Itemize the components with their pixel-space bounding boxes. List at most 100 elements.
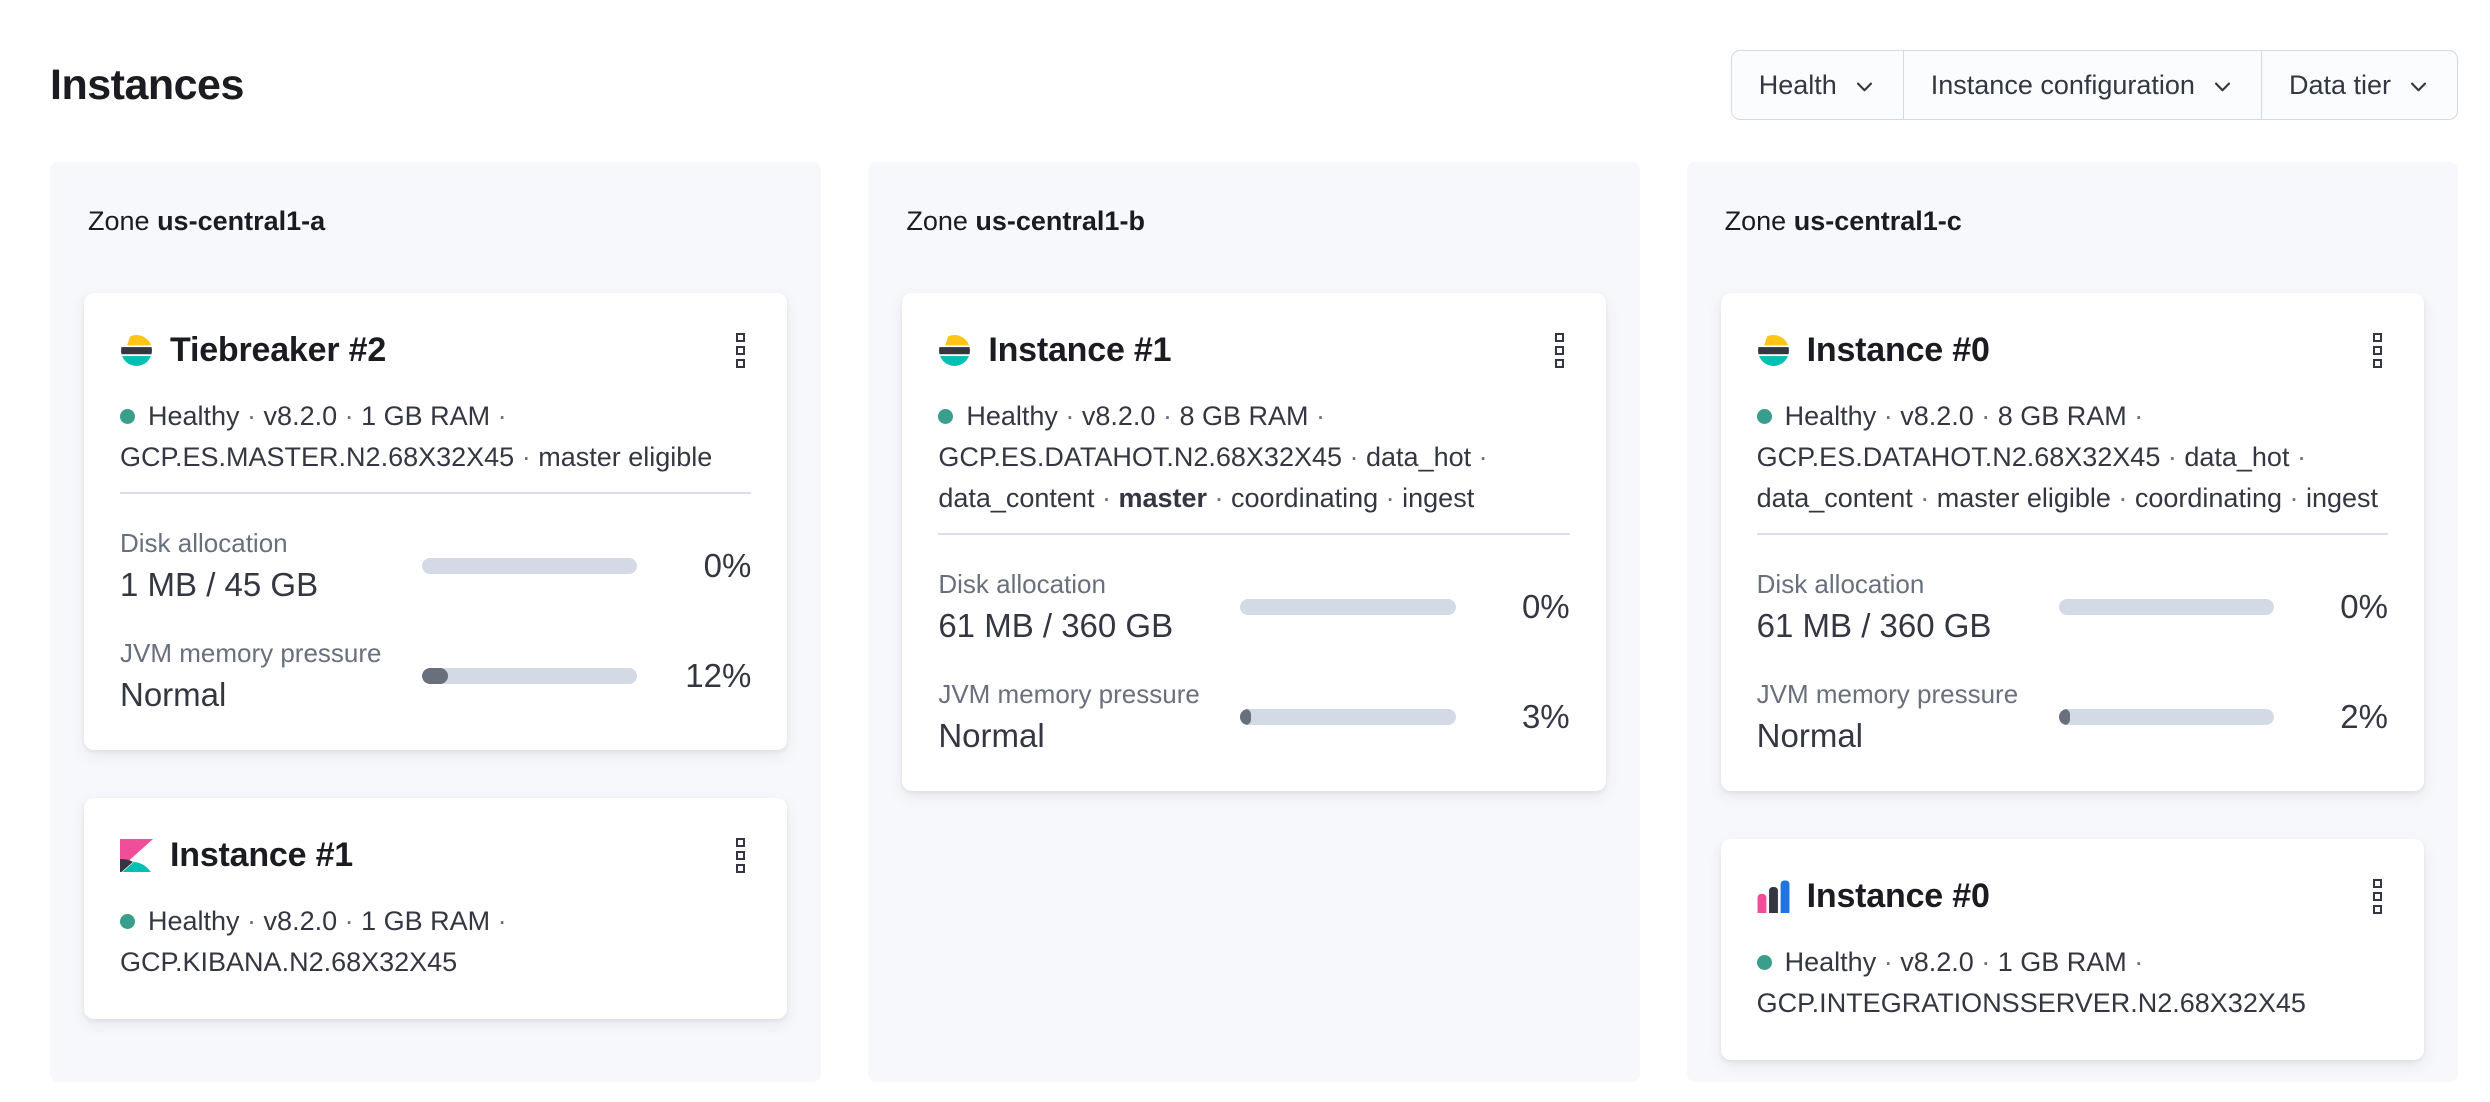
instance-meta-line: GCP.ES.DATAHOT.N2.68X32X45 · data_hot · <box>1757 437 2388 478</box>
zone-label: Zone <box>906 206 968 236</box>
instance-card: Instance #1 Healthy · v8.2.0 · 8 GB RAM … <box>902 293 1606 791</box>
filter-health-label: Health <box>1758 69 1837 100</box>
elasticsearch-logo-icon <box>121 335 152 366</box>
meta-separator: · <box>1207 483 1232 513</box>
metric-labels: Disk allocation 61 MB / 360 GB <box>1757 569 2043 645</box>
meta-separator: · <box>1308 401 1325 431</box>
metric-percent: 0% <box>2340 588 2388 625</box>
page-title: Instances <box>50 60 244 109</box>
zone-name: us-central1-a <box>157 206 326 236</box>
card-menu-button[interactable] <box>730 834 751 877</box>
meta-text: data_content <box>1756 483 1913 513</box>
instance-meta-line: data_content · master · coordinating · i… <box>938 478 1569 519</box>
meta-text: coordinating <box>2134 483 2282 513</box>
card-menu-button[interactable] <box>2367 329 2388 372</box>
meta-text: Healthy <box>1784 401 1877 431</box>
meta-separator: · <box>1342 442 1367 472</box>
meta-separator: · <box>2126 947 2144 977</box>
metric-labels: JVM memory pressure Normal <box>120 638 406 714</box>
meta-separator: · <box>2110 483 2135 513</box>
menu-box <box>2372 905 2382 914</box>
metric-label: JVM memory pressure <box>1756 679 2019 709</box>
meta-text: ingest <box>2305 483 2379 513</box>
card-menu-button[interactable] <box>730 329 751 372</box>
card-divider <box>1756 533 2388 535</box>
meta-text: ingest <box>1402 483 1475 513</box>
filter-instance-configuration[interactable]: Instance configuration <box>1904 51 2262 119</box>
meta-separator: · <box>1876 947 1901 977</box>
zone-label: Zone <box>88 206 150 236</box>
instance-meta-line: GCP.KIBANA.N2.68X32X45 <box>120 942 751 983</box>
zone-panel-us-central1-c: Zone us-central1-c Instance #0 Healthy ·… <box>1686 162 2458 1082</box>
menu-box <box>736 333 746 342</box>
metric-progress-fill <box>422 668 448 684</box>
meta-text: master eligible <box>538 442 713 472</box>
metric-row: Disk allocation 1 MB / 45 GB 0% <box>120 528 751 604</box>
meta-separator: · <box>2126 401 2144 431</box>
instance-card: Tiebreaker #2 Healthy · v8.2.0 · 1 GB RA… <box>84 293 788 750</box>
metric-progress-fill <box>1240 709 1252 725</box>
metric-label: JVM memory pressure <box>120 638 382 668</box>
menu-box <box>2372 892 2382 901</box>
zone-title: Zone us-central1-b <box>906 206 1605 237</box>
zone-panel-us-central1-b: Zone us-central1-b Instance #1 Healthy ·… <box>868 162 1640 1082</box>
metric-labels: Disk allocation 1 MB / 45 GB <box>120 528 406 604</box>
card-header: Instance #1 <box>120 834 751 877</box>
metric-progress-bar <box>2058 599 2274 615</box>
metric-labels: Disk allocation 61 MB / 360 GB <box>938 569 1224 645</box>
meta-separator: · <box>2281 483 2306 513</box>
metric-label: Disk allocation <box>1756 569 1925 599</box>
elasticsearch-logo-icon <box>1757 335 1789 366</box>
instance-meta-line: GCP.ES.MASTER.N2.68X32X45 · master eligi… <box>120 437 751 478</box>
metric-row: JVM memory pressure Normal 12% <box>120 638 751 714</box>
card-header: Instance #1 <box>938 329 1569 372</box>
filter-health[interactable]: Health <box>1732 51 1904 119</box>
instance-card-title: Tiebreaker #2 <box>170 331 387 369</box>
instance-meta: Healthy · v8.2.0 · 1 GB RAM · GCP.KIBANA.… <box>120 901 751 983</box>
instance-meta-line: GCP.INTEGRATIONSSERVER.N2.68X32X45 <box>1757 983 2388 1024</box>
menu-box <box>1554 333 1564 342</box>
meta-text: 1 GB RAM <box>361 401 491 431</box>
elasticsearch-logo-icon <box>939 335 971 366</box>
metric-progress-bar <box>422 558 638 574</box>
meta-text: v8.2.0 <box>1081 401 1156 431</box>
meta-text: GCP.ES.DATAHOT.N2.68X32X45 <box>1756 442 2161 472</box>
card-menu-button[interactable] <box>2367 875 2388 918</box>
filter-group: Health Instance configuration Data tier <box>1730 50 2458 120</box>
meta-separator: · <box>490 906 507 936</box>
metric-progress-bar <box>1240 599 1456 615</box>
meta-text: 1 GB RAM <box>1997 947 2127 977</box>
meta-separator: · <box>1155 401 1180 431</box>
instance-card-title: Instance #1 <box>988 331 1172 369</box>
health-status-dot-icon <box>120 914 135 929</box>
instance-meta: Healthy · v8.2.0 · 8 GB RAM · GCP.ES.DATA… <box>938 396 1569 519</box>
meta-text: master eligible <box>1936 483 2111 513</box>
menu-box <box>736 359 746 368</box>
card-header: Instance #0 <box>1757 875 2388 918</box>
meta-text: GCP.ES.MASTER.N2.68X32X45 <box>120 442 515 472</box>
meta-separator: · <box>1912 483 1937 513</box>
zone-title: Zone us-central1-c <box>1725 206 2424 237</box>
meta-text: master <box>1118 483 1208 513</box>
health-status-dot-icon <box>1756 955 1772 970</box>
metric-percent: 3% <box>1521 698 1570 735</box>
instance-card-title: Instance #1 <box>170 836 354 874</box>
card-menu-button[interactable] <box>1549 329 1570 372</box>
page-header: Instances Health Instance configuration … <box>0 0 2490 120</box>
meta-text: 8 GB RAM <box>1179 401 1309 431</box>
meta-separator: · <box>490 401 507 431</box>
meta-text: GCP.ES.DATAHOT.N2.68X32X45 <box>938 442 1343 472</box>
menu-box <box>2372 333 2382 342</box>
instance-card-title: Instance #0 <box>1806 877 1990 915</box>
meta-text: Healthy <box>148 401 240 431</box>
metric-percent: 2% <box>2340 698 2388 735</box>
filter-data-tier[interactable]: Data tier <box>2262 51 2457 119</box>
meta-separator: · <box>1973 401 1998 431</box>
instance-meta-line: Healthy · v8.2.0 · 1 GB RAM · <box>120 396 751 437</box>
health-status-dot-icon <box>938 409 954 424</box>
metric-progress-bar <box>422 668 638 684</box>
menu-box <box>736 346 746 355</box>
metric-label: JVM memory pressure <box>938 679 1200 709</box>
metric-labels: JVM memory pressure Normal <box>938 679 1224 755</box>
metric-value: Normal <box>120 676 227 713</box>
